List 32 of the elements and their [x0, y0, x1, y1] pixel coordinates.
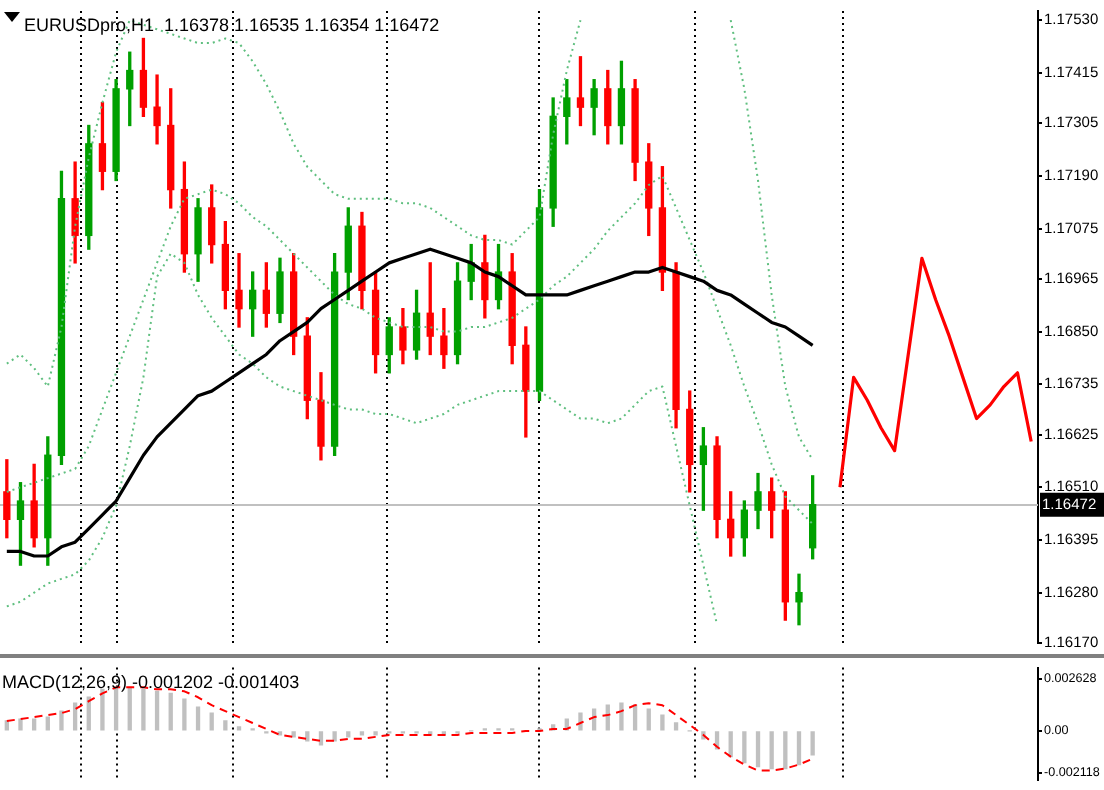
bar [646, 708, 651, 731]
bar [127, 686, 132, 731]
bar [810, 731, 815, 756]
bar [59, 710, 64, 731]
bar [31, 718, 37, 731]
bar [45, 716, 50, 731]
bar [619, 702, 624, 731]
bar [4, 720, 9, 731]
bar [755, 731, 761, 768]
bar [154, 690, 160, 731]
bar [291, 731, 296, 738]
bar [660, 714, 665, 731]
bar [346, 731, 351, 738]
bar [209, 712, 214, 731]
bar [223, 720, 228, 731]
bar [195, 706, 201, 731]
bar [182, 698, 187, 731]
chart-title: MACD(12,26,9) -0.001202 -0.001403 [2, 671, 300, 692]
bar [168, 692, 173, 731]
bar [72, 702, 78, 731]
bar [783, 731, 788, 770]
bar [100, 688, 105, 731]
bar [141, 688, 146, 731]
bar [18, 718, 23, 731]
bar [769, 731, 774, 770]
candlestick [795, 573, 803, 626]
bar [673, 722, 679, 731]
chart-title: EURUSDpro,H1 1.16378 1.16535 1.16354 1.16472 [24, 14, 440, 35]
bar [796, 731, 802, 766]
bar [742, 731, 747, 764]
candlestick [235, 253, 243, 328]
bar [332, 731, 337, 742]
